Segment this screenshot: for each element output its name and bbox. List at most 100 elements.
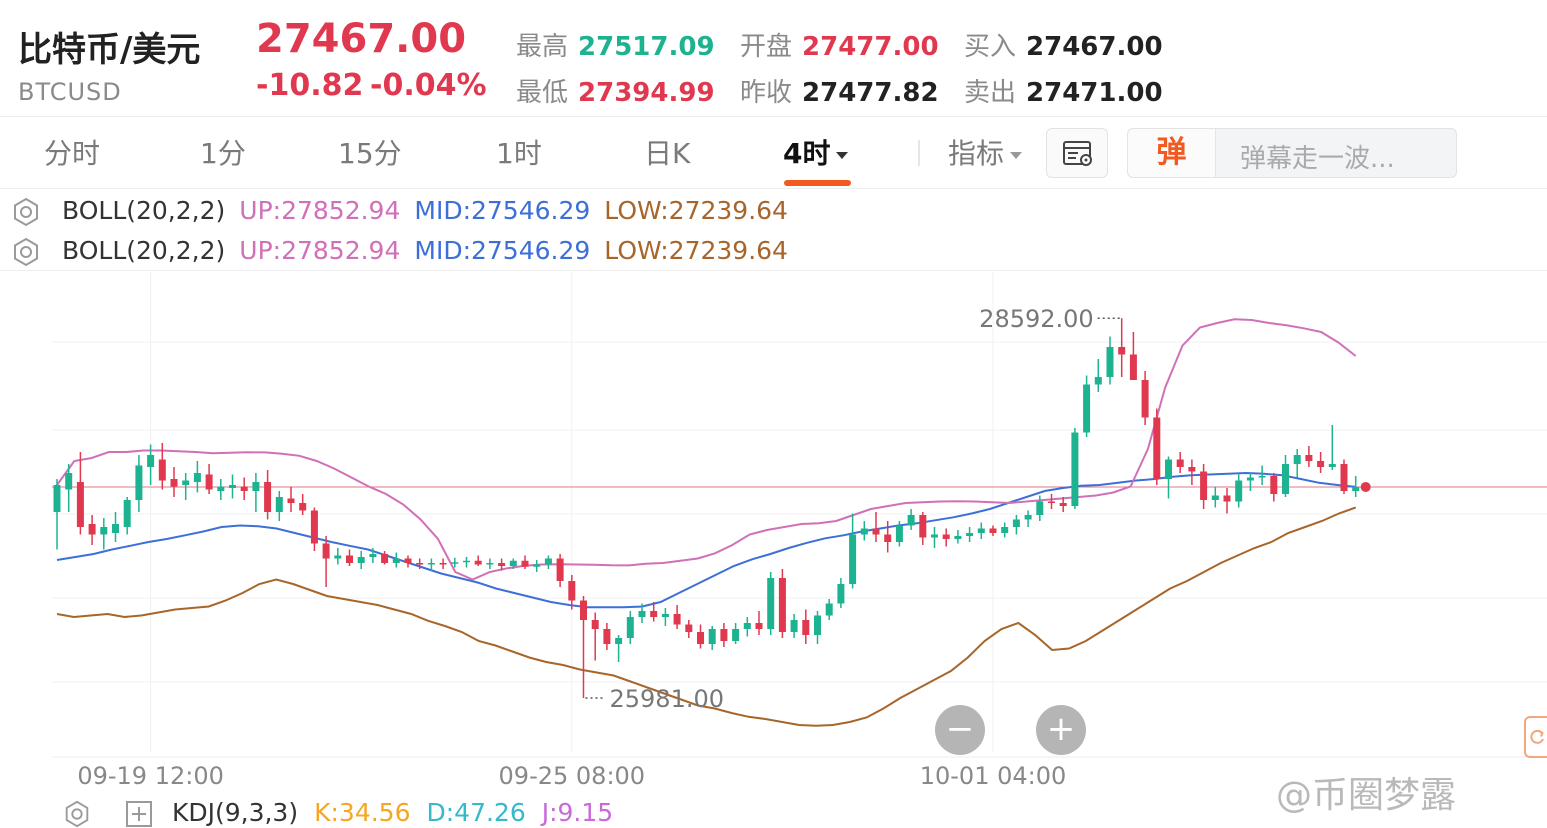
- candle-body: [1235, 480, 1243, 502]
- danmu-icon[interactable]: 弹: [1128, 129, 1216, 177]
- price-change-percent: -0.04%: [370, 68, 487, 103]
- high-price-label: 28592.00: [979, 305, 1094, 333]
- candle-body: [100, 527, 108, 535]
- candle-body: [989, 528, 997, 533]
- zoom-in-button[interactable]: +: [1036, 705, 1086, 755]
- boll-up-value: UP:27852.94: [239, 196, 401, 225]
- candle-body: [591, 620, 599, 629]
- chart-settings-button[interactable]: [1046, 128, 1108, 178]
- candle-body: [720, 629, 728, 641]
- candle-body: [931, 534, 938, 538]
- stat-low: 最低 27394.99: [516, 72, 715, 109]
- boll-low-value: LOW:27239.64: [604, 196, 788, 225]
- candle-body: [509, 560, 517, 566]
- candle-body: [53, 485, 61, 512]
- candle-body: [626, 617, 634, 638]
- stat-value: 27477.82: [802, 78, 939, 108]
- candle-body: [1012, 519, 1020, 527]
- boll-up-line: [56, 318, 1357, 581]
- candle-body: [849, 534, 857, 584]
- zoom-out-button[interactable]: −: [935, 705, 985, 755]
- candle-body: [673, 614, 681, 625]
- indicator-menu-label: 指标: [948, 137, 1005, 170]
- last-price: 27467.00: [256, 16, 467, 62]
- stat-high: 最高 27517.09: [516, 26, 715, 63]
- add-indicator-icon[interactable]: [124, 799, 154, 828]
- candle-body: [1001, 527, 1009, 533]
- danmu-placeholder: 弹幕走一波...: [1240, 144, 1395, 174]
- candle-body: [112, 524, 119, 533]
- candle-body: [1141, 380, 1149, 418]
- tab-timeshare[interactable]: 分时: [44, 137, 101, 170]
- candle-body: [1071, 432, 1079, 506]
- candle-body: [1317, 461, 1325, 467]
- indicator-settings-icon[interactable]: [10, 196, 42, 228]
- candle-body: [919, 515, 927, 538]
- candle-body: [1293, 455, 1301, 464]
- candle-body: [1153, 417, 1161, 479]
- tab-15min[interactable]: 15分: [338, 137, 402, 170]
- candle-body: [1036, 501, 1044, 515]
- candle-body: [895, 525, 903, 542]
- low-price-label: 25981.00: [610, 685, 725, 713]
- boll-low-value: LOW:27239.64: [604, 236, 788, 265]
- tab-daily[interactable]: 日K: [644, 137, 691, 170]
- candle-body: [1305, 455, 1313, 461]
- candle-body: [802, 620, 810, 635]
- indicator-settings-icon[interactable]: [10, 236, 42, 268]
- candle-body: [135, 465, 143, 500]
- candle-body: [252, 482, 260, 491]
- tab-4hour[interactable]: 4时: [783, 132, 849, 172]
- candle-body: [544, 558, 552, 565]
- candle-body: [1270, 476, 1278, 494]
- candle-body: [240, 486, 248, 491]
- indicator-settings-icon[interactable]: [62, 799, 92, 828]
- pair-symbol: BTCUSD: [18, 78, 122, 106]
- candle-body: [533, 564, 541, 567]
- candle-body: [860, 528, 868, 535]
- candle-body: [123, 500, 131, 527]
- danmu-input[interactable]: 弹 弹幕走一波...: [1127, 128, 1457, 178]
- kdj-j-value: J:9.15: [541, 798, 614, 827]
- tab-1hour[interactable]: 1时: [496, 137, 542, 170]
- reset-view-button[interactable]: [1524, 716, 1547, 758]
- candle-body: [287, 498, 295, 503]
- candle-body: [65, 473, 73, 490]
- candle-body: [1059, 503, 1067, 506]
- indicator-menu[interactable]: 指标: [948, 132, 1023, 172]
- candle-body: [334, 555, 342, 559]
- candle-body: [580, 600, 587, 620]
- candle-body: [1223, 495, 1231, 502]
- candle-body: [229, 485, 236, 488]
- candle-body: [942, 534, 950, 539]
- candle-body: [872, 528, 880, 535]
- candle-body: [778, 578, 786, 632]
- candle-body: [1165, 459, 1172, 479]
- candle-body: [381, 554, 389, 563]
- stat-value: 27477.00: [802, 32, 939, 62]
- candle-body: [615, 638, 623, 644]
- candle-body: [299, 503, 307, 511]
- candle-body: [825, 603, 833, 616]
- stat-value: 27467.00: [1026, 32, 1163, 62]
- candle-body: [205, 474, 213, 490]
- candle-body: [346, 555, 353, 563]
- watermark: @币圈梦露: [1276, 775, 1457, 816]
- stat-value: 27517.09: [578, 32, 715, 62]
- candle-body: [697, 632, 704, 644]
- stat-label: 卖出: [964, 78, 1017, 108]
- candlestick-chart[interactable]: 28592.00 25981.00 09-19 12:00 09-25 08:00 10…: [0, 272, 1547, 792]
- boll-name: BOLL(20,2,2): [62, 196, 226, 225]
- header-divider: [0, 116, 1547, 117]
- candle-body: [76, 482, 84, 527]
- candle-body: [977, 528, 985, 533]
- quote-header: 比特币/美元 BTCUSD 27467.00 -10.82 -0.04% 最高 2…: [0, 0, 1547, 116]
- stat-label: 昨收: [740, 78, 793, 108]
- pair-title: 比特币/美元: [18, 30, 201, 70]
- boll-indicator-row: BOLL(20,2,2) UP:27852.94 MID:27546.29 LOW:2…: [10, 236, 788, 268]
- candle-body: [439, 563, 447, 565]
- stat-value: 27471.00: [1026, 78, 1163, 108]
- tab-1min[interactable]: 1分: [200, 137, 246, 170]
- candle-body: [416, 563, 424, 565]
- candle-body: [404, 558, 412, 563]
